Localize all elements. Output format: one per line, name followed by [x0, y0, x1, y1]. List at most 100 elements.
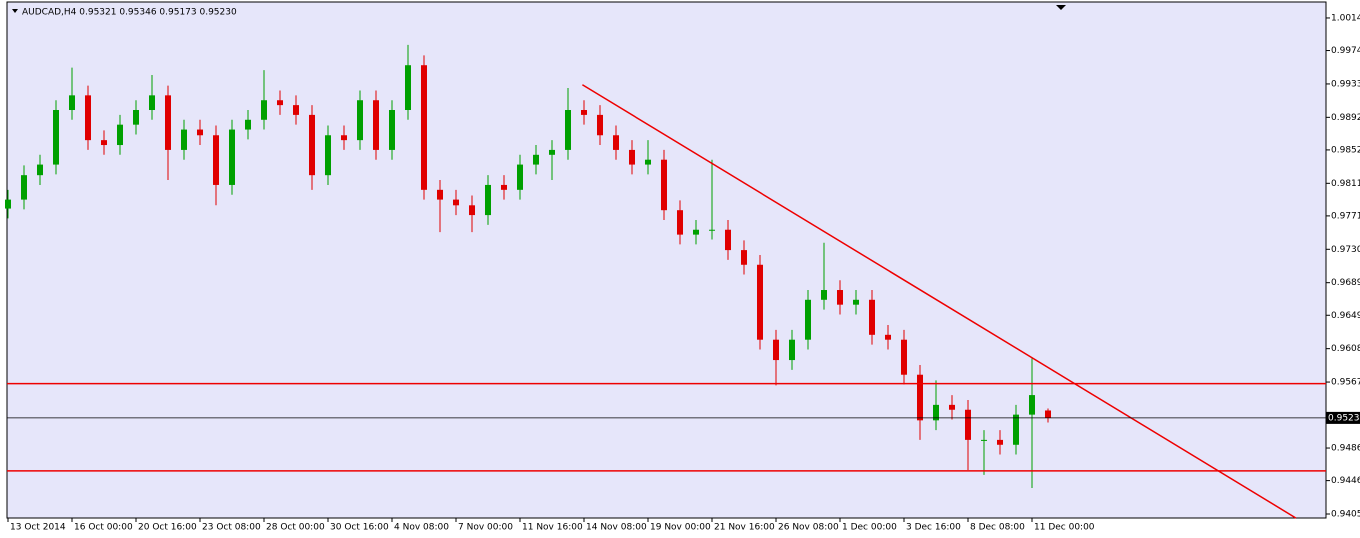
candle-body — [901, 339, 907, 375]
current-price-label: 0.95230 — [1328, 413, 1360, 423]
candle-body — [1013, 414, 1019, 445]
candle-body — [885, 334, 891, 340]
candle-body — [421, 65, 427, 190]
trendline — [582, 84, 1297, 519]
candle-body — [517, 164, 523, 190]
candle-body — [1045, 410, 1051, 418]
candle-body — [501, 184, 507, 190]
candle-body — [821, 290, 827, 300]
candle-body — [405, 65, 411, 111]
candle-body — [181, 129, 187, 150]
y-tick-label: 0.94050 — [1331, 510, 1360, 520]
candle-body — [709, 229, 715, 231]
candle-body — [789, 339, 795, 361]
x-tick-label: 26 Nov 08:00 — [778, 523, 839, 533]
candle-body — [165, 95, 171, 150]
candle-body — [309, 114, 315, 176]
candle-body — [5, 199, 11, 209]
candle-body — [581, 110, 587, 115]
candle-body — [837, 290, 843, 305]
x-tick-label: 21 Nov 16:00 — [714, 523, 775, 533]
chart-title: AUDCAD,H4 0.95321 0.95346 0.95173 0.9523… — [22, 8, 237, 18]
candle-body — [661, 159, 667, 211]
x-tick-label: 14 Nov 08:00 — [586, 523, 647, 533]
candle-body — [357, 100, 363, 141]
candle-body — [773, 339, 779, 361]
candle-body — [453, 199, 459, 206]
candle-body — [53, 110, 59, 165]
current-price-box — [1326, 411, 1360, 424]
candle-body — [981, 439, 987, 441]
candle-body — [933, 404, 939, 421]
candle-body — [133, 110, 139, 125]
candle-body — [549, 149, 555, 155]
candle-body — [469, 205, 475, 216]
candle-body — [373, 100, 379, 150]
candle-body — [325, 135, 331, 176]
candle-body — [229, 129, 235, 185]
x-tick-label: 19 Nov 00:00 — [650, 523, 711, 533]
candle-body — [677, 210, 683, 235]
candle-body — [869, 299, 875, 335]
candle-body — [725, 229, 731, 251]
candle-body — [213, 135, 219, 185]
shift-marker — [1056, 5, 1066, 10]
x-tick-label: 3 Dec 16:00 — [906, 523, 961, 533]
candle-body — [693, 229, 699, 235]
x-tick-label: 11 Nov 16:00 — [522, 523, 583, 533]
candle-body — [261, 100, 267, 120]
candle-body — [949, 404, 955, 410]
candle-body — [629, 149, 635, 165]
x-tick-label: 30 Oct 16:00 — [330, 523, 389, 533]
x-tick-label: 8 Dec 08:00 — [970, 523, 1025, 533]
candle-body — [485, 184, 491, 216]
candle-body — [85, 95, 91, 141]
candle-body — [533, 154, 539, 165]
candle-body — [197, 129, 203, 136]
candle-body — [101, 140, 107, 146]
candle-body — [917, 374, 923, 421]
x-tick-label: 13 Oct 2014 — [10, 523, 66, 533]
candle-body — [805, 299, 811, 340]
candle-body — [117, 124, 123, 146]
candle-body — [853, 299, 859, 305]
candle-body — [21, 175, 27, 200]
candle-body — [597, 114, 603, 136]
x-tick-label: 23 Oct 08:00 — [202, 523, 261, 533]
x-tick-label: 16 Oct 00:00 — [74, 523, 133, 533]
candle-body — [757, 264, 763, 340]
x-tick-label: 7 Nov 00:00 — [458, 523, 513, 533]
candle-body — [997, 439, 1003, 445]
candle-body — [389, 110, 395, 150]
candle-body — [341, 135, 347, 141]
x-tick-label: 11 Dec 00:00 — [1034, 523, 1095, 533]
candle-body — [1029, 395, 1035, 415]
candle-body — [37, 164, 43, 176]
menu-arrow[interactable] — [12, 9, 18, 13]
candle-body — [741, 250, 747, 265]
candle-body — [565, 110, 571, 150]
candle-body — [277, 100, 283, 106]
candle-body — [69, 95, 75, 111]
candle-body — [613, 135, 619, 150]
x-tick-label: 20 Oct 16:00 — [138, 523, 197, 533]
candle-body — [645, 159, 651, 165]
candle-body — [149, 95, 155, 111]
candle-body — [245, 119, 251, 130]
candle-body — [293, 105, 299, 115]
x-tick-label: 28 Oct 00:00 — [266, 523, 325, 533]
